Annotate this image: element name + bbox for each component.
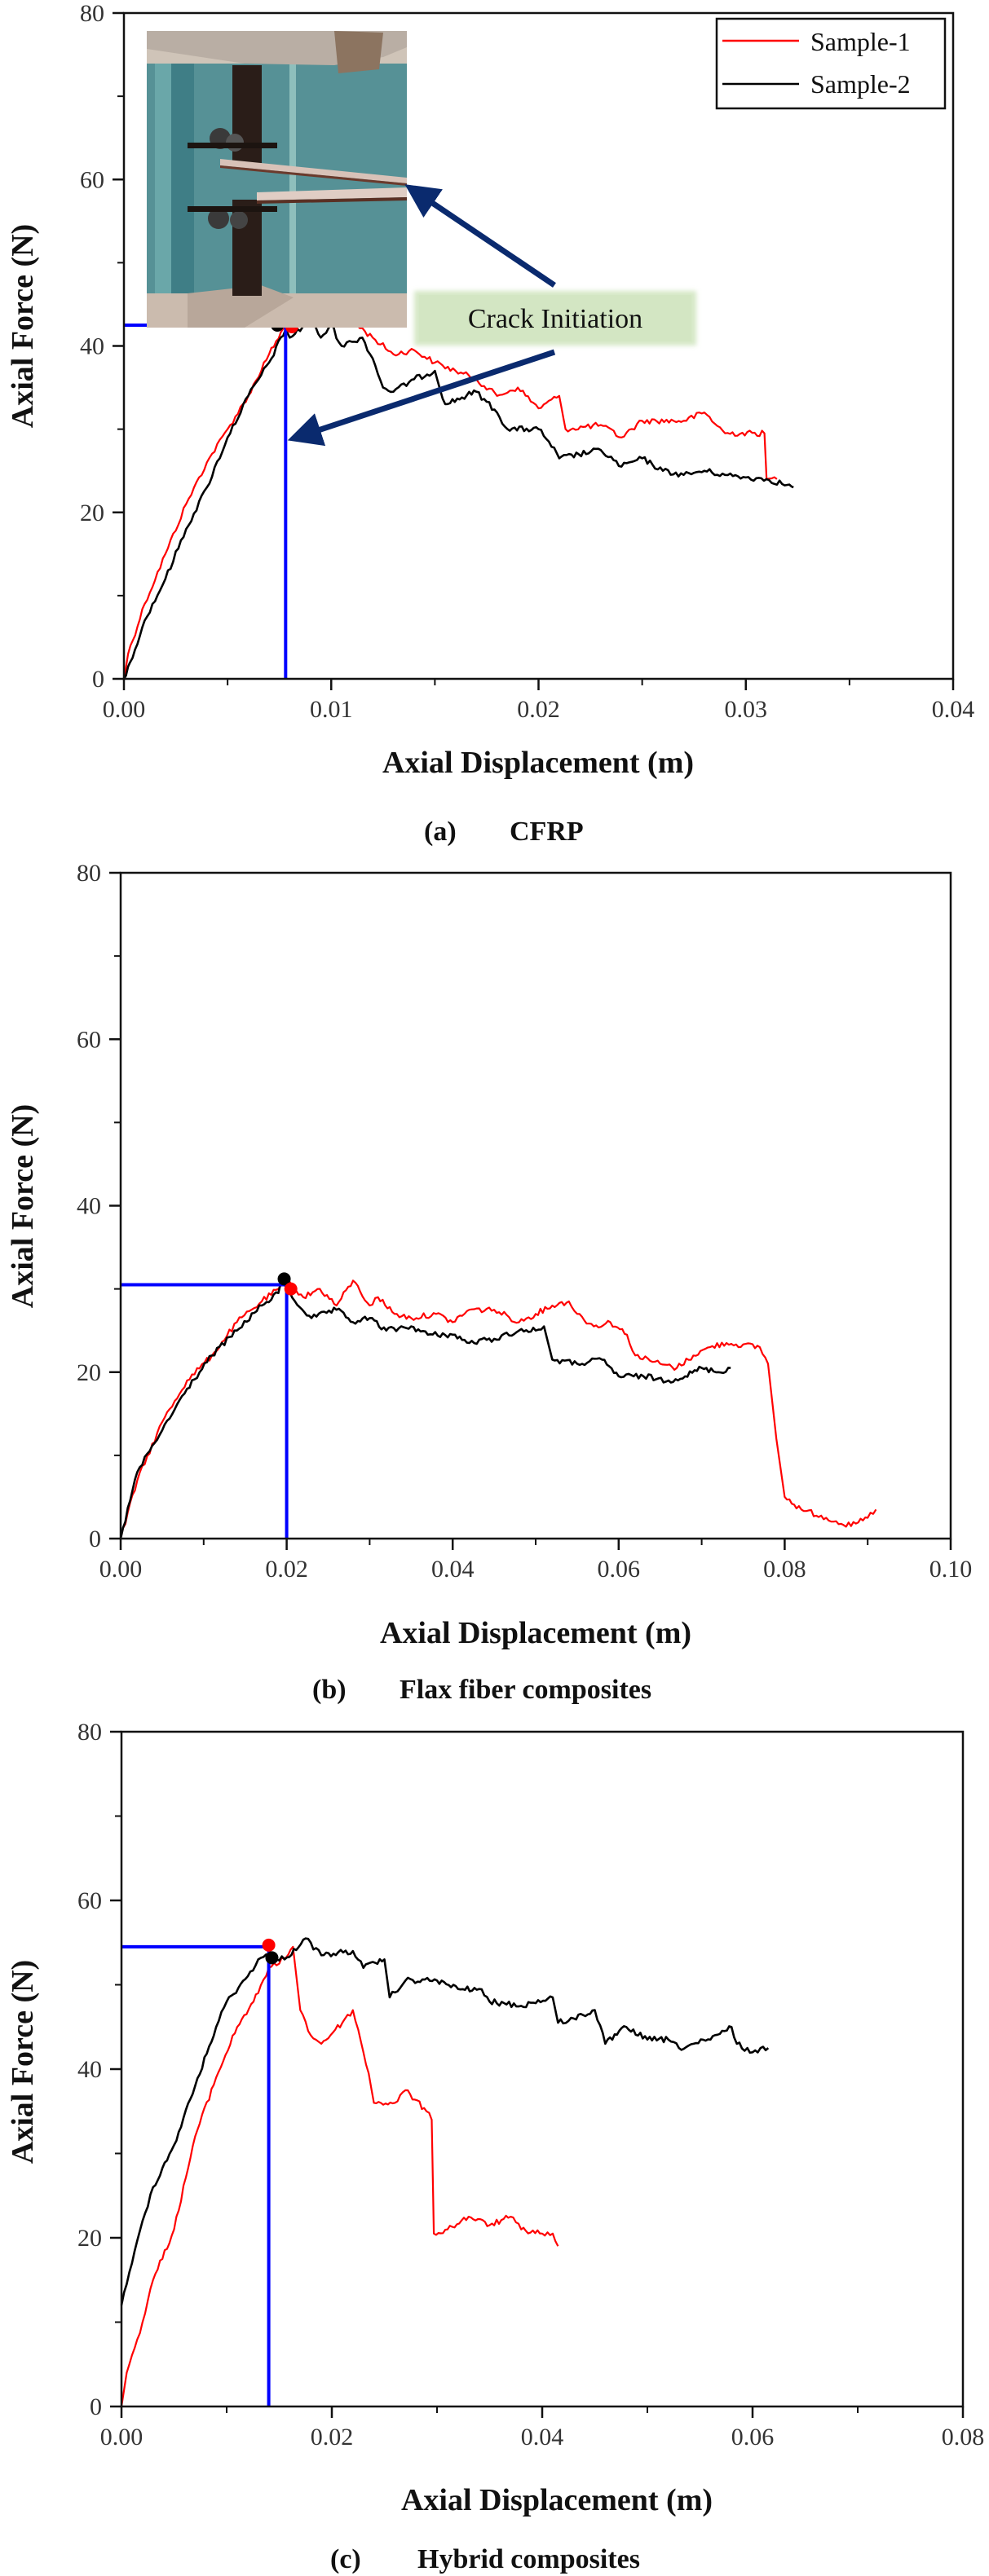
y-tick-label: 60 xyxy=(77,1026,101,1053)
caption-title: Hybrid composites xyxy=(417,2544,640,2574)
legend: Sample-1 Sample-2 xyxy=(715,17,947,110)
series-line-sample-2 xyxy=(122,319,794,680)
series-line-sample-1 xyxy=(122,291,778,680)
x-tick-label: 0.02 xyxy=(517,696,560,723)
crack-marker-sample-2 xyxy=(277,1272,291,1286)
y-tick-label: 20 xyxy=(77,2225,102,2252)
axes: 0.00 0.01 0.02 0.03 0.04 0 20 40 60 80 xyxy=(80,0,974,723)
series-line-sample-1 xyxy=(119,1279,877,1539)
legend-label-sample-1: Sample-1 xyxy=(810,27,911,56)
x-tick-label: 0.00 xyxy=(99,1556,143,1583)
x-tick-label: 0.02 xyxy=(265,1556,308,1583)
x-axis-title: Axial Displacement (m) xyxy=(382,746,694,780)
x-axis-title: Axial Displacement (m) xyxy=(401,2483,713,2517)
crack-marker-sample-1 xyxy=(262,1938,276,1952)
x-tick-label: 0.10 xyxy=(929,1556,973,1583)
y-axis-title: Axial Force (N) xyxy=(6,1960,40,2164)
y-tick-label: 60 xyxy=(77,1887,102,1914)
x-tick-label: 0.04 xyxy=(431,1556,475,1583)
x-tick-label: 0.04 xyxy=(521,2424,564,2451)
plot-area xyxy=(122,291,794,680)
series-line-sample-2 xyxy=(119,1275,731,1539)
crack-marker-sample-1 xyxy=(284,1282,298,1296)
x-tick-label: 0.08 xyxy=(942,2424,985,2451)
y-tick-label: 20 xyxy=(80,500,104,526)
chart-panel-flax: 0.00 0.02 0.04 0.06 0.08 0.10 0 20 40 60 80 Axial … xyxy=(6,860,972,1705)
legend-label-sample-2: Sample-2 xyxy=(810,69,911,99)
y-tick-label: 20 xyxy=(77,1359,101,1386)
x-tick-label: 0.02 xyxy=(311,2424,354,2451)
x-tick-label: 0.00 xyxy=(100,2424,143,2451)
x-tick-label: 0.03 xyxy=(725,696,768,723)
y-tick-label: 40 xyxy=(77,1193,101,1220)
x-tick-label: 0.04 xyxy=(932,696,975,723)
plot-frame xyxy=(119,871,952,1540)
y-tick-label: 60 xyxy=(80,166,104,193)
axes: 0.00 0.02 0.04 0.06 0.08 0 20 40 60 80 xyxy=(77,1719,984,2451)
caption-title: CFRP xyxy=(510,817,584,847)
x-tick-label: 0.00 xyxy=(103,696,146,723)
crack-marker-sample-2 xyxy=(265,1951,279,1965)
crack-initiation-annotation: Crack Initiation xyxy=(287,184,696,447)
series-line-sample-1 xyxy=(120,1945,559,2407)
plot-area xyxy=(120,1937,770,2407)
caption-panel-label: (b) xyxy=(312,1675,347,1705)
x-tick-label: 0.01 xyxy=(310,696,353,723)
chart-panel-cfrp: Crack Initiation Sample-1 Sample-2 0.00 0… xyxy=(6,0,974,847)
x-tick-label: 0.06 xyxy=(731,2424,775,2451)
plot-frame xyxy=(120,1730,965,2408)
y-tick-label: 40 xyxy=(80,333,104,360)
y-axis-title: Axial Force (N) xyxy=(6,1104,40,1308)
y-tick-label: 80 xyxy=(77,860,101,887)
x-tick-label: 0.06 xyxy=(598,1556,641,1583)
y-tick-label: 0 xyxy=(92,666,104,693)
x-tick-label: 0.08 xyxy=(763,1556,806,1583)
axes: 0.00 0.02 0.04 0.06 0.08 0.10 0 20 40 60 80 xyxy=(77,860,972,1583)
inset-photo xyxy=(147,31,407,328)
arrow-to-curve xyxy=(287,349,556,447)
y-tick-label: 40 xyxy=(77,2056,102,2083)
y-axis-title: Axial Force (N) xyxy=(6,224,40,428)
y-tick-label: 0 xyxy=(89,1526,101,1552)
series-line-sample-2 xyxy=(120,1937,770,2306)
caption-panel-label: (c) xyxy=(330,2544,361,2574)
caption-title: Flax fiber composites xyxy=(400,1675,651,1705)
y-tick-label: 80 xyxy=(77,1719,102,1746)
x-axis-title: Axial Displacement (m) xyxy=(380,1616,691,1650)
crack-initiation-label: Crack Initiation xyxy=(468,304,642,334)
caption-panel-label: (a) xyxy=(424,817,457,847)
chart-panel-hybrid: 0.00 0.02 0.04 0.06 0.08 0 20 40 60 80 Axial Disp… xyxy=(6,1719,984,2574)
y-tick-label: 80 xyxy=(80,0,104,27)
y-tick-label: 0 xyxy=(90,2393,102,2420)
plot-area xyxy=(119,1272,877,1539)
arrow-to-photo xyxy=(404,184,556,288)
